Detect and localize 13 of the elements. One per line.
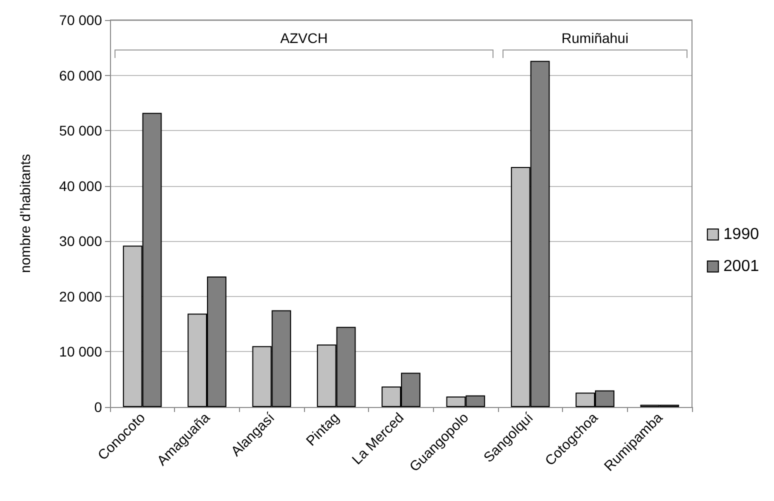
annotation: AZVCH xyxy=(280,30,328,46)
y-tick-label: 50 000 xyxy=(59,122,102,139)
y-tick-label: 30 000 xyxy=(59,233,102,250)
y-tick-label: 40 000 xyxy=(59,178,102,194)
y-tick-label: 0 xyxy=(94,399,102,415)
y-tick-label: 60 000 xyxy=(59,67,102,84)
y-tick-label: 70 000 xyxy=(59,12,102,28)
y-axis-title: nombre d’habitants xyxy=(17,154,33,274)
y-tick-label: 20 000 xyxy=(59,288,102,304)
y-tick-label: 10 000 xyxy=(59,344,102,360)
legend-label: 1990 xyxy=(723,226,760,243)
annotation: Rumiñahui xyxy=(562,30,628,46)
legend-label: 2001 xyxy=(723,258,760,275)
